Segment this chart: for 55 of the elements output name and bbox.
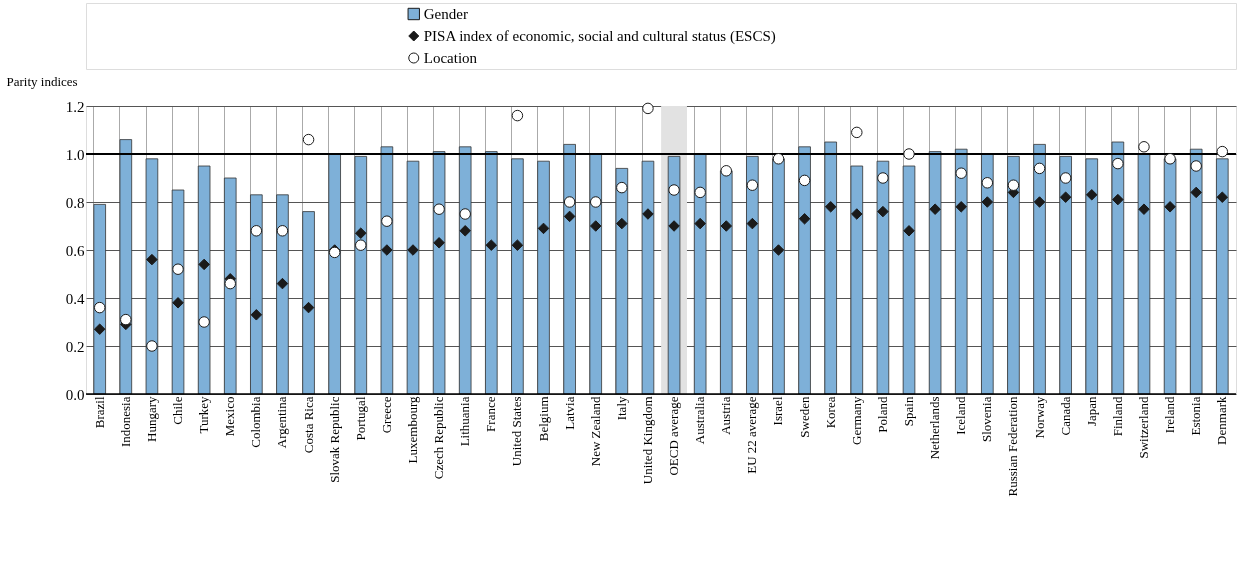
x-tick-label: Portugal bbox=[352, 396, 368, 441]
y-tick-label: 1.2 bbox=[65, 98, 85, 115]
x-tick-label: Japan bbox=[1083, 396, 1099, 427]
x-tick-label: United Kingdom bbox=[639, 396, 655, 485]
x-tick-label: Denmark bbox=[1214, 396, 1230, 445]
x-tick-label: Indonesia bbox=[117, 396, 133, 448]
legend-label: Location bbox=[423, 50, 478, 66]
y-tick-label: 0.8 bbox=[65, 194, 85, 211]
x-tick-label: Luxembourg bbox=[404, 396, 420, 464]
x-tick-label: Greece bbox=[378, 396, 394, 434]
x-tick-label: Israel bbox=[770, 396, 786, 426]
x-tick-label: Slovak Republic bbox=[326, 396, 342, 483]
x-tick-label: France bbox=[483, 396, 499, 432]
legend-label: Gender bbox=[423, 6, 468, 22]
x-tick-label: Australia bbox=[692, 396, 708, 445]
x-tick-label: Belgium bbox=[535, 396, 551, 442]
x-tick-label: Switzerland bbox=[1135, 396, 1151, 459]
legend-label: PISA index of economic, social and cultural status (ESCS) bbox=[423, 28, 776, 45]
x-tick-label: Spain bbox=[901, 396, 917, 427]
x-tick-label: Canada bbox=[1057, 396, 1073, 436]
x-tick-label: New Zealand bbox=[587, 396, 603, 467]
y-tick-label: 0.4 bbox=[65, 290, 85, 307]
x-tick-label: Italy bbox=[613, 396, 629, 421]
x-tick-label: Estonia bbox=[1188, 396, 1204, 436]
x-tick-label: Colombia bbox=[248, 396, 264, 448]
y-tick-label: 1.0 bbox=[65, 146, 85, 163]
x-tick-label: Iceland bbox=[953, 396, 969, 435]
x-tick-label: Hungary bbox=[143, 396, 159, 442]
x-tick-label: Germany bbox=[848, 396, 864, 445]
x-tick-label: OECD average bbox=[666, 396, 682, 476]
x-tick-label: Slovenia bbox=[979, 396, 995, 442]
x-tick-label: Sweden bbox=[796, 396, 812, 438]
y-axis-title: Parity indices bbox=[6, 73, 78, 89]
x-tick-label: Lithuania bbox=[457, 396, 473, 447]
x-tick-label: Argentina bbox=[274, 396, 290, 449]
x-tick-label: Korea bbox=[822, 396, 838, 429]
x-tick-label: Chile bbox=[170, 396, 186, 425]
x-tick-label: Russian Federation bbox=[1005, 396, 1021, 497]
y-tick-label: 0.2 bbox=[65, 338, 85, 355]
x-tick-label: Brazil bbox=[91, 396, 107, 429]
x-tick-label: Norway bbox=[1031, 396, 1047, 439]
y-tick-label: 0.6 bbox=[65, 242, 85, 259]
x-tick-label: Netherlands bbox=[927, 396, 943, 460]
x-tick-label: EU 22 average bbox=[744, 396, 760, 474]
x-tick-label: Czech Republic bbox=[431, 396, 447, 480]
x-tick-label: Finland bbox=[1109, 396, 1125, 437]
y-tick-label: 0.0 bbox=[65, 386, 85, 403]
x-tick-label: Ireland bbox=[1162, 396, 1178, 434]
x-tick-label: United States bbox=[509, 396, 525, 467]
x-tick-label: Poland bbox=[874, 396, 890, 433]
x-tick-label: Mexico bbox=[222, 396, 238, 437]
x-tick-label: Latvia bbox=[561, 396, 577, 430]
x-tick-label: Costa Rica bbox=[300, 396, 316, 454]
x-tick-label: Turkey bbox=[196, 396, 212, 434]
x-tick-label: Austria bbox=[718, 396, 734, 435]
